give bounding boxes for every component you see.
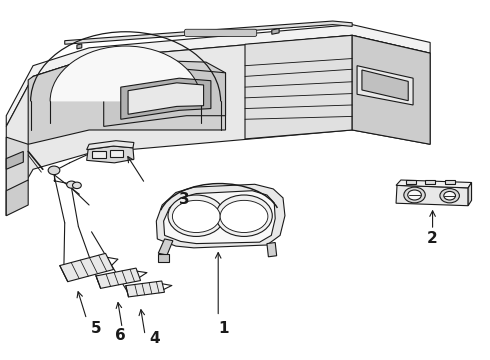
Polygon shape bbox=[65, 21, 352, 44]
Circle shape bbox=[408, 190, 421, 200]
Polygon shape bbox=[6, 152, 24, 169]
Circle shape bbox=[216, 195, 272, 237]
Polygon shape bbox=[50, 46, 201, 102]
Circle shape bbox=[73, 182, 81, 189]
Text: 5: 5 bbox=[91, 321, 102, 336]
Bar bbox=[93, 151, 106, 158]
Text: 3: 3 bbox=[179, 192, 190, 207]
Circle shape bbox=[67, 181, 76, 188]
Polygon shape bbox=[60, 253, 114, 282]
Polygon shape bbox=[77, 44, 82, 49]
Circle shape bbox=[404, 187, 425, 203]
Polygon shape bbox=[28, 59, 225, 144]
Polygon shape bbox=[96, 268, 141, 288]
Text: 1: 1 bbox=[218, 321, 228, 336]
Polygon shape bbox=[425, 180, 435, 184]
Polygon shape bbox=[126, 281, 165, 297]
Polygon shape bbox=[357, 66, 413, 105]
Polygon shape bbox=[396, 185, 468, 206]
Text: 2: 2 bbox=[427, 231, 438, 247]
Circle shape bbox=[440, 189, 460, 203]
Polygon shape bbox=[468, 183, 471, 206]
Polygon shape bbox=[128, 83, 203, 114]
Polygon shape bbox=[245, 35, 352, 139]
Polygon shape bbox=[104, 69, 225, 126]
Polygon shape bbox=[352, 35, 430, 144]
Polygon shape bbox=[352, 35, 430, 144]
Polygon shape bbox=[267, 243, 277, 257]
Polygon shape bbox=[6, 137, 28, 216]
Polygon shape bbox=[87, 146, 134, 163]
Polygon shape bbox=[158, 239, 173, 255]
Text: 6: 6 bbox=[115, 328, 126, 343]
Polygon shape bbox=[272, 28, 279, 34]
Circle shape bbox=[168, 195, 224, 237]
Circle shape bbox=[48, 166, 60, 175]
Polygon shape bbox=[6, 180, 28, 216]
Polygon shape bbox=[164, 191, 275, 244]
Bar bbox=[158, 254, 169, 262]
Polygon shape bbox=[87, 141, 134, 150]
Polygon shape bbox=[6, 24, 430, 126]
Polygon shape bbox=[406, 180, 416, 184]
Polygon shape bbox=[121, 78, 211, 119]
Polygon shape bbox=[6, 35, 352, 216]
Bar bbox=[110, 150, 123, 157]
Polygon shape bbox=[445, 180, 455, 184]
FancyBboxPatch shape bbox=[185, 29, 257, 36]
Ellipse shape bbox=[220, 201, 268, 233]
Circle shape bbox=[444, 192, 456, 200]
Polygon shape bbox=[362, 70, 408, 101]
Text: 4: 4 bbox=[149, 332, 160, 346]
Polygon shape bbox=[156, 184, 285, 248]
Polygon shape bbox=[396, 180, 471, 188]
Ellipse shape bbox=[172, 201, 220, 233]
